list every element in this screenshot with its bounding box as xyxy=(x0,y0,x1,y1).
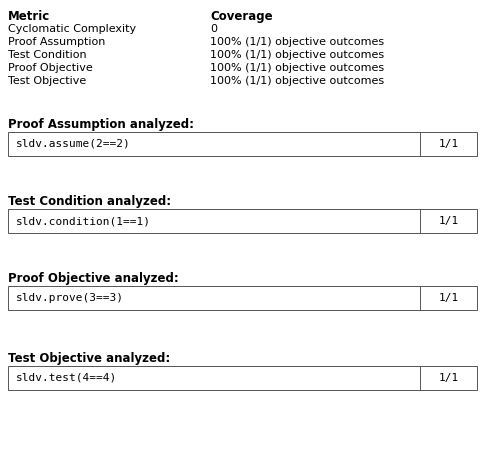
Text: 1/1: 1/1 xyxy=(438,139,459,149)
Text: Coverage: Coverage xyxy=(210,10,273,23)
Text: sldv.condition(1==1): sldv.condition(1==1) xyxy=(16,216,151,226)
Text: 100% (1/1) objective outcomes: 100% (1/1) objective outcomes xyxy=(210,76,384,86)
Text: 100% (1/1) objective outcomes: 100% (1/1) objective outcomes xyxy=(210,50,384,60)
Text: 100% (1/1) objective outcomes: 100% (1/1) objective outcomes xyxy=(210,63,384,73)
Text: sldv.assume(2==2): sldv.assume(2==2) xyxy=(16,139,131,149)
Bar xyxy=(8,132,477,156)
Text: Cyclomatic Complexity: Cyclomatic Complexity xyxy=(8,24,136,34)
Text: sldv.test(4==4): sldv.test(4==4) xyxy=(16,373,117,383)
Text: Test Objective: Test Objective xyxy=(8,76,86,86)
Text: Proof Assumption analyzed:: Proof Assumption analyzed: xyxy=(8,118,194,131)
Text: Proof Objective: Proof Objective xyxy=(8,63,93,73)
Text: Test Condition analyzed:: Test Condition analyzed: xyxy=(8,195,171,208)
Text: Test Condition: Test Condition xyxy=(8,50,87,60)
Bar xyxy=(8,209,477,233)
Bar xyxy=(8,286,477,310)
Text: sldv.prove(3==3): sldv.prove(3==3) xyxy=(16,293,124,303)
Text: Metric: Metric xyxy=(8,10,50,23)
Text: 1/1: 1/1 xyxy=(438,216,459,226)
Text: Proof Assumption: Proof Assumption xyxy=(8,37,105,47)
Text: Test Objective analyzed:: Test Objective analyzed: xyxy=(8,352,170,365)
Bar xyxy=(8,366,477,390)
Text: 0: 0 xyxy=(210,24,217,34)
Text: 1/1: 1/1 xyxy=(438,293,459,303)
Text: Proof Objective analyzed:: Proof Objective analyzed: xyxy=(8,272,179,285)
Text: 100% (1/1) objective outcomes: 100% (1/1) objective outcomes xyxy=(210,37,384,47)
Text: 1/1: 1/1 xyxy=(438,373,459,383)
